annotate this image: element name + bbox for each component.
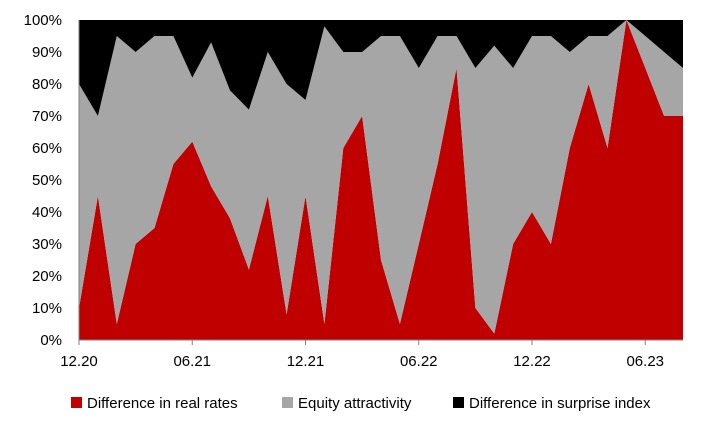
axes [78, 20, 683, 341]
legend-swatch [282, 397, 293, 408]
legend-swatch [71, 397, 82, 408]
y-tick-label: 30% [32, 236, 62, 253]
x-tick-label: 06.23 [626, 353, 664, 370]
x-tick-label: 06.22 [400, 353, 438, 370]
series-area-1 [79, 20, 683, 340]
y-tick-label: 20% [32, 268, 62, 285]
y-tick-label: 50% [32, 172, 62, 189]
series-area-3 [79, 20, 683, 116]
legend-label: Difference in real rates [87, 395, 238, 412]
legend-label: Difference in surprise index [469, 395, 651, 412]
x-tick-label: 12.22 [513, 353, 551, 370]
y-tick-label: 80% [32, 76, 62, 93]
y-tick-label: 10% [32, 300, 62, 317]
legend-label: Equity attractivity [298, 395, 412, 412]
legend-swatch [453, 397, 464, 408]
x-tick-label: 12.21 [287, 353, 325, 370]
y-tick-label: 0% [40, 332, 62, 349]
x-tick-label: 12.20 [60, 353, 98, 370]
y-tick-label: 60% [32, 140, 62, 157]
series-area-2 [79, 20, 683, 334]
y-tick-labels: 0% 10% 20% 30% 40% 50% 60% 70% 80% 90% 100% [24, 12, 62, 349]
x-tick-labels: 12.20 06.21 12.21 06.22 12.22 06.23 [60, 340, 664, 370]
legend: Difference in real rates Equity attractiv… [71, 395, 651, 412]
y-tick-label: 70% [32, 108, 62, 125]
y-tick-label: 40% [32, 204, 62, 221]
x-tick-label: 06.21 [173, 353, 211, 370]
areas [79, 20, 683, 340]
y-tick-label: 90% [32, 44, 62, 61]
y-tick-label: 100% [24, 12, 62, 29]
